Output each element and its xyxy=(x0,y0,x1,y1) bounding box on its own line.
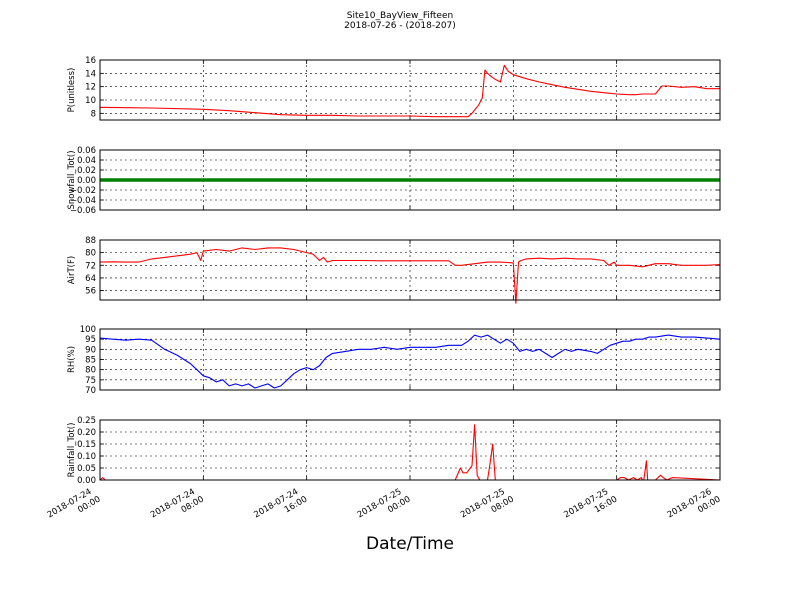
y-axis-label: AirT(F) xyxy=(67,256,77,284)
y-tick-label: 16 xyxy=(85,56,96,66)
y-tick-label: 85 xyxy=(85,356,96,366)
x-tick-label: 2018-07-2500:00 xyxy=(356,485,413,530)
y-tick-label: 0.06 xyxy=(77,146,96,156)
y-axis-label: RH(%) xyxy=(67,346,77,373)
y-tick-label: 14 xyxy=(85,69,96,79)
y-tick-label: 0.02 xyxy=(77,166,96,176)
y-tick-label: −0.06 xyxy=(70,206,96,216)
y-tick-label: 72 xyxy=(85,261,96,271)
x-tick-label: 2018-07-2516:00 xyxy=(562,485,619,530)
y-tick-label: 100 xyxy=(80,325,96,335)
axes-frame xyxy=(99,149,721,211)
x-tick-label: 2018-07-2600:00 xyxy=(666,485,723,530)
chart-subtitle: 2018-07-26 - (2018-207) xyxy=(344,21,456,31)
y-tick-label: 0.15 xyxy=(77,440,96,450)
y-tick-label: 0.00 xyxy=(77,176,96,186)
y-tick-label: 0.10 xyxy=(77,452,96,462)
axes-frame xyxy=(99,328,721,391)
axes-frame xyxy=(99,239,721,301)
y-tick-label: 10 xyxy=(85,96,96,106)
axes-frame xyxy=(99,59,721,121)
series-line xyxy=(99,334,721,389)
y-tick-label: −0.02 xyxy=(70,186,96,196)
series-line xyxy=(99,247,721,304)
y-tick-label: −0.04 xyxy=(70,196,96,206)
y-tick-label: 8 xyxy=(91,109,96,119)
y-tick-label: 80 xyxy=(85,366,96,376)
y-tick-label: 70 xyxy=(85,386,96,396)
y-tick-label: 64 xyxy=(85,274,96,284)
series-line xyxy=(99,64,720,118)
y-axis-label: Rainfall_Tot() xyxy=(67,423,77,478)
y-tick-label: 12 xyxy=(85,83,96,93)
x-tick-label: 2018-07-2400:00 xyxy=(46,485,103,530)
y-tick-label: 0.04 xyxy=(77,156,96,166)
y-axis-label: P(unitless) xyxy=(67,68,77,113)
y-tick-label: 0.05 xyxy=(77,464,96,474)
y-axis-label: Snowfall_Tot() xyxy=(67,150,77,209)
x-tick-label: 2018-07-2508:00 xyxy=(459,485,516,530)
x-axis-label: Date/Time xyxy=(366,534,454,554)
panel-1: 8 10 12 14 16 P(unitless) xyxy=(67,56,721,121)
y-tick-label: 95 xyxy=(85,335,96,345)
y-tick-label: 80 xyxy=(85,249,96,259)
y-tick-label: 56 xyxy=(85,287,96,297)
y-tick-label: 0.20 xyxy=(77,428,96,438)
panel-3: 56 64 72 80 88 AirT(F) xyxy=(67,236,721,304)
x-tick-label: 2018-07-2416:00 xyxy=(252,485,309,530)
axes-frame xyxy=(99,419,721,481)
panel-2: −0.06−0.04−0.020.000.020.040.06Snowfall_… xyxy=(67,146,721,216)
x-tick-label: 2018-07-2408:00 xyxy=(149,485,206,530)
y-tick-label: 0.25 xyxy=(77,416,96,426)
y-tick-label: 0.00 xyxy=(77,476,96,486)
y-tick-label: 90 xyxy=(85,345,96,355)
y-tick-label: 88 xyxy=(85,236,96,246)
chart-title: Site10_BayView_Fifteen xyxy=(346,11,454,21)
y-tick-label: 75 xyxy=(85,376,96,386)
